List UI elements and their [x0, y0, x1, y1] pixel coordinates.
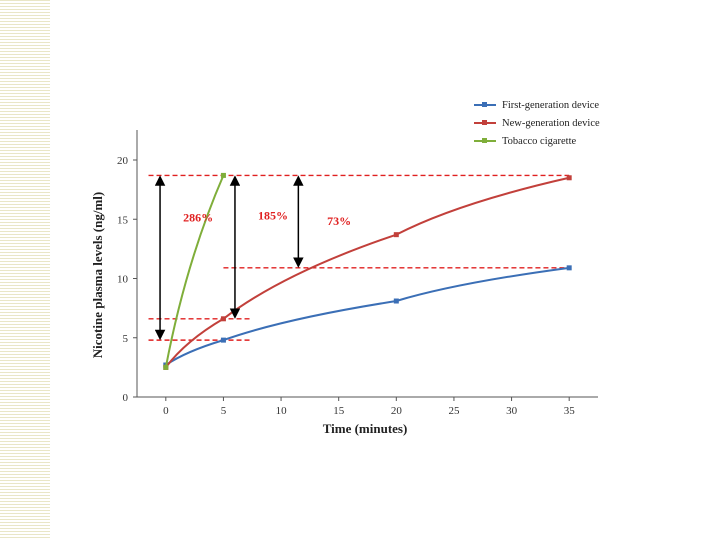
x-tick-label: 25	[448, 405, 460, 417]
x-tick-label: 20	[391, 405, 403, 417]
x-axis-title: Time (minutes)	[323, 421, 408, 436]
legend-swatch-first	[474, 100, 496, 110]
legend-label: First-generation device	[502, 99, 600, 111]
data-point	[163, 364, 169, 370]
legend-swatch-new	[474, 118, 496, 128]
data-point	[220, 172, 226, 178]
series-lines	[163, 172, 572, 370]
y-tick-label: 0	[123, 392, 129, 404]
annotation-label: 286%	[183, 211, 213, 225]
legend-item-first: First-generation device	[474, 96, 600, 114]
y-axis-title: Nicotine plasma levels (ng/ml)	[90, 192, 105, 358]
legend-label: Tobacco cigarette	[502, 135, 577, 147]
annotation-label: 73%	[327, 214, 351, 228]
x-tick-label: 30	[506, 405, 518, 417]
data-point	[566, 175, 572, 181]
y-tick-label: 15	[117, 214, 129, 226]
data-point	[393, 232, 399, 238]
reference-lines	[148, 174, 570, 341]
annotation-label: 185%	[258, 208, 288, 222]
series-line-1	[165, 176, 570, 368]
x-tick-label: 0	[163, 405, 169, 417]
annotations: 286% 185% 73%	[154, 175, 351, 341]
data-point	[566, 265, 572, 271]
axes: 0 5 10 15 20 0 5 10 15 20 25 30 35	[117, 130, 598, 417]
data-point	[220, 337, 226, 343]
decorative-stripe	[0, 0, 50, 540]
legend-item-new: New-generation device	[474, 114, 600, 132]
legend: First-generation device New-generation d…	[474, 96, 600, 150]
x-tick-label: 5	[221, 405, 227, 417]
legend-label: New-generation device	[502, 117, 600, 129]
legend-swatch-tobacco	[474, 136, 496, 146]
y-tick-label: 20	[117, 155, 129, 167]
data-point	[220, 316, 226, 322]
data-point	[393, 298, 399, 304]
legend-item-tobacco: Tobacco cigarette	[474, 132, 600, 150]
y-tick-label: 5	[123, 333, 129, 345]
y-tick-label: 10	[117, 274, 129, 286]
series-line-2	[164, 175, 225, 368]
series-line-0	[165, 266, 570, 366]
x-tick-label: 35	[564, 405, 576, 417]
x-tick-label: 10	[276, 405, 288, 417]
x-tick-label: 15	[333, 405, 345, 417]
